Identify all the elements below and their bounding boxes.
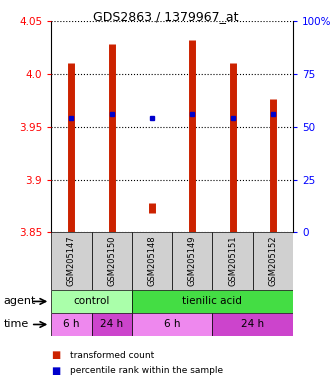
Text: tienilic acid: tienilic acid [182,296,242,306]
Text: GSM205147: GSM205147 [67,236,76,286]
Bar [51,313,92,336]
Bar [92,232,132,290]
Text: GSM205151: GSM205151 [228,236,237,286]
Text: 6 h: 6 h [164,319,180,329]
Text: control: control [73,296,110,306]
Bar [213,232,253,290]
Text: 24 h: 24 h [100,319,123,329]
Bar [51,232,92,290]
Bar [253,232,293,290]
Text: agent: agent [3,296,36,306]
Bar [92,313,132,336]
Text: 24 h: 24 h [241,319,264,329]
Text: percentile rank within the sample: percentile rank within the sample [70,366,223,375]
Text: GSM205149: GSM205149 [188,236,197,286]
Text: ■: ■ [51,350,61,360]
Bar [51,290,132,313]
Bar [213,313,293,336]
Text: time: time [3,319,28,329]
Bar [172,232,213,290]
Text: GDS2863 / 1379967_at: GDS2863 / 1379967_at [93,10,238,23]
Text: GSM205152: GSM205152 [268,236,277,286]
Bar [132,313,213,336]
Bar [132,290,293,313]
Text: transformed count: transformed count [70,351,154,360]
Bar [132,232,172,290]
Text: GSM205150: GSM205150 [107,236,116,286]
Text: GSM205148: GSM205148 [148,236,157,286]
Text: 6 h: 6 h [63,319,80,329]
Text: ■: ■ [51,366,61,376]
